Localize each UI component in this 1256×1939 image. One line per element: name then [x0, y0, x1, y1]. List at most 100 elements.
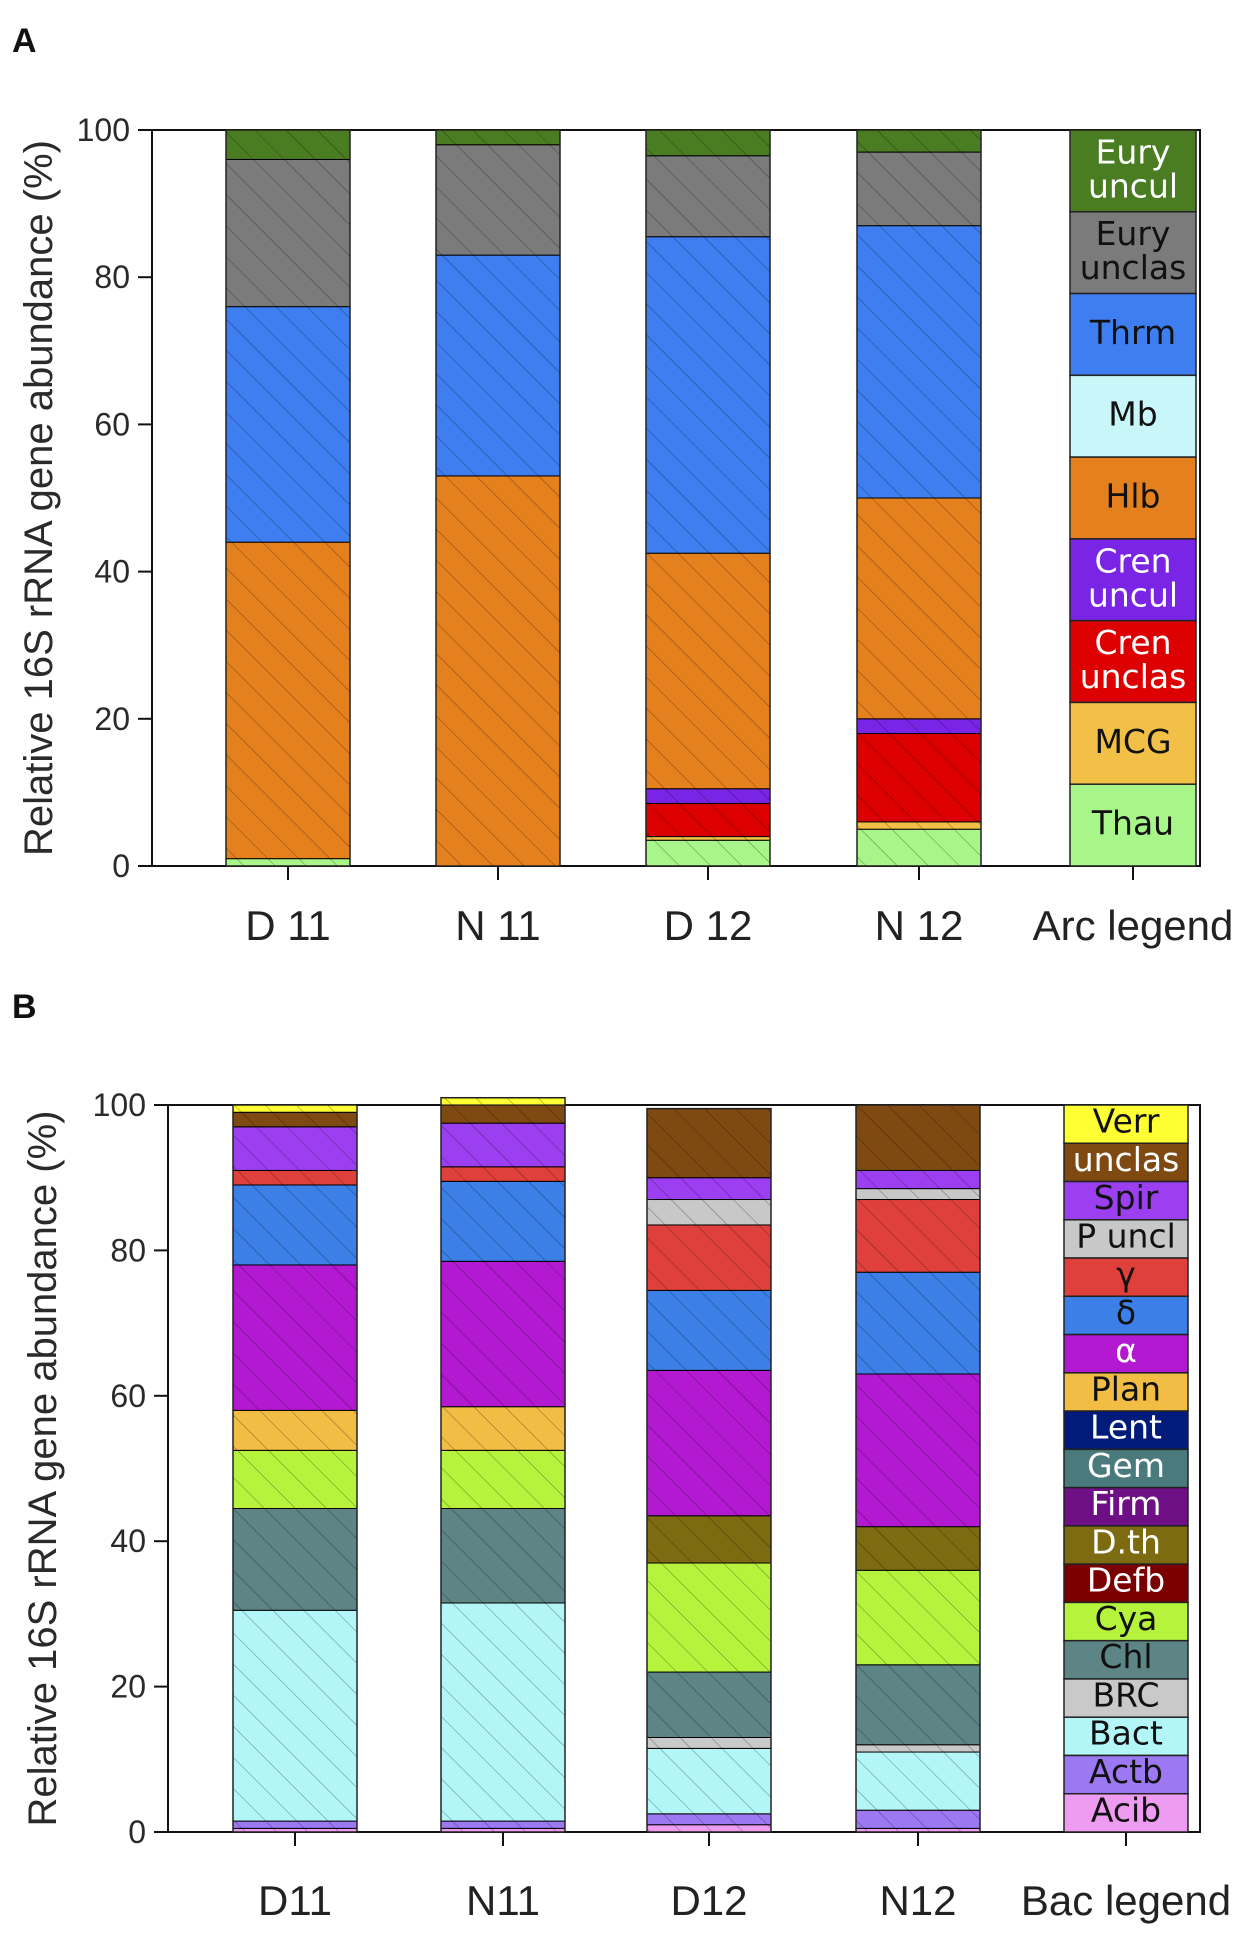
legend-label-line: Thrm [1089, 313, 1176, 352]
y-tick-label: 60 [110, 1378, 146, 1414]
legend-swatch-eury-uncul [1069, 129, 1197, 213]
x-tick-label-d-11: D 11 [245, 902, 331, 949]
y-tick-label: 40 [94, 554, 130, 590]
legend-label-line: uncul [1088, 575, 1178, 614]
y-axis-title: Relative 16S rRNA gene abundance (%) [17, 140, 61, 856]
legend-label-line: α [1115, 1331, 1137, 1370]
bar-segment-d11-chl-hatch [233, 1508, 357, 1611]
legend-label-brc: BRC [1093, 1675, 1160, 1714]
bar-segment-n11-unclas-hatch [441, 1105, 565, 1124]
legend-label-hlb: Hlb [1106, 477, 1161, 516]
legend-label-line: uncul [1088, 166, 1178, 205]
legend-label-gem: Gem [1087, 1446, 1165, 1485]
legend-label-verr: Verr [1093, 1102, 1160, 1141]
legend-label-line: Gem [1087, 1446, 1165, 1485]
legend-swatch-brc [1063, 1678, 1189, 1718]
bar-segment-d-12-hlb-hatch [646, 553, 770, 789]
bar-segment-n11-delta-hatch [441, 1181, 565, 1262]
legend-swatch-actb [1063, 1754, 1189, 1795]
legend-label-line: Actb [1089, 1752, 1163, 1791]
legend-label-alpha: α [1115, 1331, 1137, 1370]
legend-label-line: Verr [1093, 1102, 1160, 1141]
bar-segment-n12-delta-hatch [856, 1272, 980, 1374]
bar-segment-d-11-thau-hatch [226, 858, 350, 866]
legend-swatch-thau [1069, 783, 1197, 867]
panel-a-letter: A [12, 22, 37, 60]
bar-segment-n12-unclas-hatch [856, 1105, 980, 1171]
legend-swatch-mcg [1069, 701, 1197, 785]
y-tick-label: 80 [110, 1232, 146, 1268]
legend-label-mcg: MCG [1094, 722, 1171, 761]
x-tick-label-n-12: N 12 [875, 902, 964, 949]
bar-segment-n12-cya-hatch [856, 1570, 980, 1665]
legend-label-line: Hlb [1106, 477, 1161, 516]
bar-segment-n11-spir-hatch [441, 1123, 565, 1167]
bar-segment-d11-unclas-hatch [233, 1112, 357, 1127]
legend-label-thau: Thau [1091, 804, 1174, 843]
legend-label-acib: Acib [1091, 1790, 1161, 1829]
legend-label-line: δ [1116, 1293, 1136, 1332]
bar-segment-n11-alpha-hatch [441, 1261, 565, 1407]
legend-category-label: Bac legend [1021, 1877, 1231, 1924]
bar-segment-n12-p-uncl-hatch [856, 1188, 980, 1200]
bar-segment-d12-p-uncl-hatch [647, 1199, 771, 1225]
legend-label-lent: Lent [1090, 1408, 1162, 1447]
bar-segment-n-12-mcg-hatch [857, 821, 981, 830]
bar-segment-d11-bact-hatch [233, 1610, 357, 1822]
y-tick-label: 20 [94, 701, 130, 737]
legend-label-actb: Actb [1089, 1752, 1163, 1791]
legend-label-chl: Chl [1099, 1637, 1152, 1676]
x-tick-label-n12: N12 [879, 1877, 956, 1924]
legend-swatch-thrm [1069, 292, 1197, 377]
y-tick-label: 40 [110, 1523, 146, 1559]
legend-swatch-gem [1063, 1448, 1189, 1489]
bar-segment-d12-acib-hatch [647, 1824, 771, 1832]
bar-segment-d11-acib-hatch [233, 1828, 357, 1832]
legend-swatch-alpha [1063, 1333, 1189, 1374]
bar-segment-n-12-hlb-hatch [857, 498, 981, 719]
legend-label-line: Lent [1090, 1408, 1162, 1447]
y-tick-label: 100 [77, 112, 130, 148]
bar-segment-d-11-thrm-hatch [226, 306, 350, 543]
x-tick-label-d12: D12 [670, 1877, 747, 1924]
bar-segment-d-12-eury-unclas-hatch [646, 155, 770, 237]
legend-label-eury-unclas: Eury unclas [1080, 214, 1187, 287]
legend-label-line: unclas [1080, 248, 1187, 287]
bar-segment-d11-gamma-hatch [233, 1170, 357, 1185]
bar-segment-n12-acib-hatch [856, 1828, 980, 1832]
x-tick-label-n11: N11 [466, 1877, 540, 1924]
legend-label-line: Defb [1087, 1561, 1165, 1600]
legend-label-line: Eury [1096, 132, 1171, 171]
bar-segment-d-12-mcg-hatch [646, 836, 770, 841]
legend-label-line: Firm [1091, 1484, 1162, 1523]
legend-label-plan: Plan [1091, 1369, 1161, 1408]
bar-segment-d-12-cren-uncul-hatch [646, 788, 770, 804]
legend-swatch-bact [1063, 1716, 1189, 1757]
bar-segment-n-12-eury-uncul-hatch [857, 130, 981, 153]
bar-segment-d11-alpha-hatch [233, 1264, 357, 1411]
legend-label-line: Acib [1091, 1790, 1161, 1829]
bar-segment-d12-gamma-hatch [647, 1224, 771, 1291]
bar-segment-d-12-thrm-hatch [646, 236, 770, 554]
legend-label-line: γ [1116, 1255, 1136, 1294]
x-tick-label-d11: D11 [258, 1877, 332, 1924]
legend-label-line: Cren [1094, 541, 1171, 580]
bar-segment-n-11-thrm-hatch [436, 255, 560, 476]
y-axis-title: Relative 16S rRNA gene abundance (%) [21, 1111, 65, 1827]
x-tick-label-d-12: D 12 [664, 902, 753, 949]
legend-label-thrm: Thrm [1089, 313, 1176, 352]
legend-label-p-uncl: P uncl [1076, 1216, 1176, 1255]
legend-label-bact: Bact [1089, 1714, 1163, 1753]
panel-b-letter: B [12, 988, 37, 1026]
legend-label-line: Bact [1089, 1714, 1163, 1753]
panel-a-chart: 0 20 40 60 80 100 Relative 16S rRNA gene abund… [17, 112, 1233, 949]
bar-segment-n12-actb-hatch [856, 1810, 980, 1829]
y-tick-label: 100 [93, 1087, 146, 1123]
bar-segment-n11-acib-hatch [441, 1828, 565, 1832]
bar-segment-n11-gamma-hatch [441, 1166, 565, 1182]
legend-swatch-verr [1063, 1104, 1189, 1145]
legend-label-line: Chl [1099, 1637, 1152, 1676]
bar-segment-d12-brc-hatch [647, 1737, 771, 1749]
legend-label-line: Mb [1108, 395, 1157, 434]
bar-segment-d11-delta-hatch [233, 1184, 357, 1265]
